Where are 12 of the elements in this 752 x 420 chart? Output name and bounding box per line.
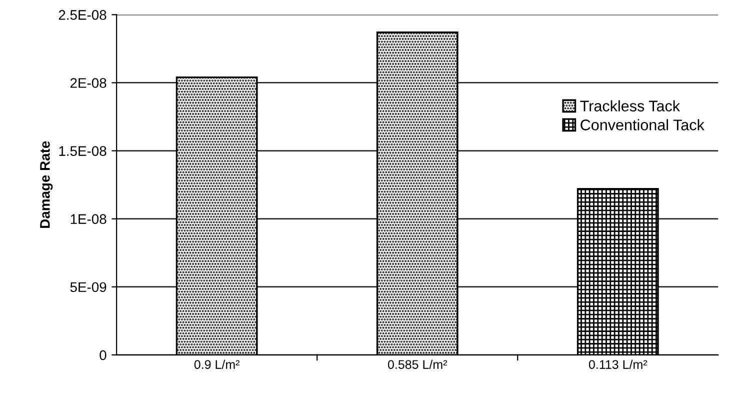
legend-label: Trackless Tack xyxy=(580,100,680,112)
y-tick-label: 5E-09 xyxy=(70,282,106,292)
x-tick-label: 0.585 L/m² xyxy=(388,360,447,369)
y-tick-label: 2E-08 xyxy=(70,78,106,88)
y-tick-label: 1E-08 xyxy=(70,214,106,224)
y-tick-label: 2.5E-08 xyxy=(58,10,106,20)
y-tick-label: 0 xyxy=(100,350,106,360)
x-tick-label: 0.113 L/m² xyxy=(588,360,648,369)
legend-label: Conventional Tack xyxy=(580,119,704,130)
x-tick-label: 0.9 L/m² xyxy=(194,360,240,369)
y-tick-label: 1.5E-08 xyxy=(59,146,106,156)
y-axis-title: Damage Rate xyxy=(40,141,53,228)
